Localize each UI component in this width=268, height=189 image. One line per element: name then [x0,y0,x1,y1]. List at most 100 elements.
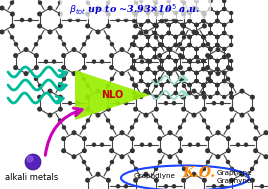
Circle shape [230,167,233,170]
Circle shape [181,32,184,35]
Circle shape [131,66,134,69]
Circle shape [86,24,90,28]
Circle shape [195,47,198,50]
Circle shape [160,12,163,15]
Circle shape [202,60,205,63]
Circle shape [216,19,219,22]
Circle shape [153,80,157,83]
Circle shape [167,23,170,26]
Circle shape [188,60,191,63]
Circle shape [195,0,198,2]
Circle shape [147,67,150,70]
Circle shape [209,80,212,83]
Circle shape [230,60,233,63]
Circle shape [160,43,163,46]
Circle shape [188,12,191,15]
Circle shape [106,84,110,87]
Circle shape [174,43,177,46]
Circle shape [39,84,42,87]
Circle shape [203,12,206,16]
Circle shape [14,66,17,69]
Circle shape [195,47,198,50]
Circle shape [160,91,163,94]
Circle shape [188,36,191,39]
Circle shape [48,89,52,93]
Circle shape [195,0,198,2]
Text: Graphdiyne: Graphdiyne [134,173,176,179]
Circle shape [147,36,150,39]
Circle shape [206,137,209,140]
Circle shape [183,1,185,4]
Circle shape [167,32,170,35]
Circle shape [251,167,254,170]
Circle shape [125,102,128,105]
Circle shape [154,36,158,39]
Circle shape [110,149,113,153]
Circle shape [58,84,61,87]
Circle shape [72,131,76,135]
Circle shape [147,19,150,22]
Circle shape [147,84,150,87]
Circle shape [167,8,170,11]
Circle shape [188,60,191,63]
Circle shape [174,91,177,94]
Circle shape [230,119,233,122]
Circle shape [206,149,209,153]
Circle shape [188,67,191,70]
Circle shape [153,47,157,50]
Circle shape [209,56,212,59]
Circle shape [86,95,90,99]
Circle shape [155,178,158,182]
Circle shape [181,32,184,35]
Circle shape [165,19,168,22]
Circle shape [110,77,114,80]
Circle shape [209,0,212,2]
Circle shape [59,95,62,99]
Circle shape [188,91,191,94]
Circle shape [216,43,219,46]
Circle shape [62,126,65,129]
Circle shape [96,113,100,117]
Text: $\beta_{tot}$ up to ~3.93×10$^5$ a.u.: $\beta_{tot}$ up to ~3.93×10$^5$ a.u. [69,2,199,17]
Circle shape [178,43,181,46]
Circle shape [209,80,212,83]
Circle shape [223,56,226,59]
Circle shape [181,32,184,35]
Circle shape [178,54,182,57]
Circle shape [188,67,191,70]
Circle shape [167,80,170,83]
Circle shape [153,23,157,26]
Circle shape [230,84,233,87]
Circle shape [131,54,134,57]
Circle shape [59,107,62,111]
Circle shape [153,47,157,50]
Circle shape [106,36,110,39]
Circle shape [195,23,198,26]
Circle shape [209,95,212,98]
Circle shape [110,160,114,163]
Circle shape [110,54,113,57]
Circle shape [110,43,114,46]
Circle shape [167,56,170,59]
Circle shape [158,54,161,57]
Circle shape [195,80,198,83]
Circle shape [58,1,61,4]
Circle shape [140,8,143,11]
Circle shape [167,8,170,11]
Circle shape [167,71,170,74]
Circle shape [147,91,150,94]
Circle shape [206,66,209,69]
Circle shape [62,54,65,57]
Circle shape [188,43,191,46]
Circle shape [86,12,90,16]
Circle shape [14,43,17,46]
Circle shape [188,19,191,22]
Circle shape [87,84,90,87]
Circle shape [178,160,181,163]
Circle shape [48,113,52,117]
Circle shape [216,60,219,63]
Circle shape [131,137,134,140]
Circle shape [216,91,219,94]
Circle shape [230,178,233,182]
Circle shape [255,126,258,129]
